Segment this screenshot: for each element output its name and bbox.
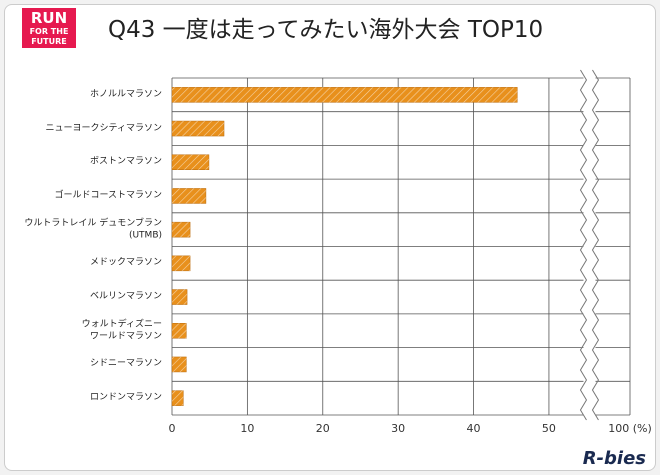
category-label: ボストンマラソン: [89, 156, 162, 167]
x-tick-label: 100 (%): [608, 422, 652, 435]
category-label: ニューヨークシティマラソン: [45, 123, 162, 134]
bar-hatch: [172, 121, 225, 137]
axis-break-gap: [583, 70, 596, 423]
x-tick-label: 50: [542, 422, 556, 435]
bar-hatch: [172, 390, 184, 406]
bar-hatch: [172, 154, 209, 170]
logo: RUN FOR THE FUTURE: [22, 8, 76, 48]
bar-hatch: [172, 188, 206, 204]
x-tick-label: 40: [467, 422, 481, 435]
bar-group: [171, 390, 184, 406]
x-tick-label: 30: [391, 422, 405, 435]
bar-hatch: [172, 222, 191, 238]
brand: R-bies: [582, 448, 646, 469]
category-label: ベルリンマラソン: [89, 291, 162, 302]
x-tick-label: 0: [169, 422, 176, 435]
bar-group: [171, 221, 191, 238]
bar-group: [171, 188, 207, 204]
bar-hatch: [172, 255, 191, 271]
category-label: ウルトラトレイル デュモンブラン (UTMB): [24, 218, 162, 241]
category-label: ホノルルマラソン: [89, 89, 162, 100]
bar-hatch: [172, 87, 518, 103]
bar-group: [171, 289, 188, 305]
chart-title: Q43 一度は走ってみたい海外大会 TOP10: [108, 17, 544, 43]
bar-hatch: [172, 289, 188, 305]
logo-line: FUTURE: [31, 37, 67, 46]
category-label: シドニーマラソン: [89, 359, 162, 370]
bar-group: [171, 255, 191, 272]
panel: [4, 4, 656, 471]
category-label: メドックマラソン: [89, 258, 162, 269]
axis-break: [579, 69, 588, 421]
bar-group: [171, 120, 225, 137]
logo-line: FOR THE: [29, 27, 69, 36]
bar-group: [171, 154, 210, 170]
category-label: ウォルトディズニー ワールドマラソン: [81, 319, 162, 342]
bar-hatch: [172, 356, 187, 372]
bar-group: [171, 323, 187, 339]
bar-group: [171, 356, 187, 373]
x-tick-label: 10: [240, 422, 254, 435]
axis-break: [591, 69, 600, 421]
category-label: ロンドンマラソン: [89, 392, 162, 403]
bar-hatch: [172, 323, 187, 339]
bar-group: [171, 87, 518, 103]
x-tick-label: 20: [316, 422, 330, 435]
logo-line: RUN: [30, 9, 68, 27]
category-label: ゴールドコーストマラソン: [54, 190, 162, 201]
